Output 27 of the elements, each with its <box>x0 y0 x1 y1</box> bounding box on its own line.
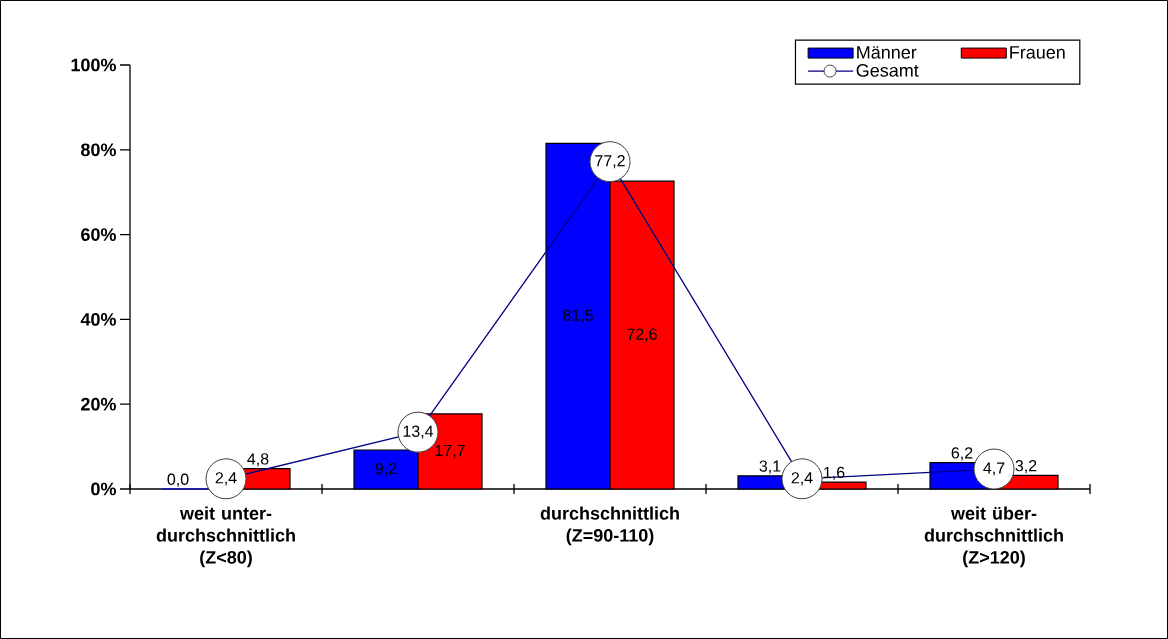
x-tick-label: weit über- durchschnittlich (Z>120) <box>924 506 1063 568</box>
data-label: 2,4 <box>791 472 813 486</box>
y-tick-label: 60% <box>81 228 116 241</box>
data-label: 2,4 <box>215 472 237 486</box>
legend-label: Männer <box>857 46 917 59</box>
data-label: 4,8 <box>247 453 269 467</box>
y-tick-label: 40% <box>80 313 116 326</box>
data-label: 17,7 <box>435 444 465 458</box>
data-label: 13,4 <box>403 425 434 439</box>
y-tick-label: 20% <box>81 397 116 411</box>
data-label: 9,2 <box>375 462 397 477</box>
data-label: 3,1 <box>759 460 781 474</box>
y-tick-label: 0% <box>91 482 116 496</box>
x-tick-label: durchschnittlich (Z=90-110) <box>540 506 679 546</box>
data-label: 77,2 <box>595 155 625 169</box>
data-label: 81,5 <box>563 309 593 323</box>
x-tick-label: weit unter- durchschnittlich (Z<80) <box>156 506 295 568</box>
legend-label: Frauen <box>1010 46 1065 59</box>
data-label: 0,0 <box>167 473 189 487</box>
legend-label: Gesamt <box>856 64 919 77</box>
data-label: 72,6 <box>627 328 657 342</box>
data-label: 3,2 <box>1015 460 1037 474</box>
y-tick-label: 80% <box>81 143 116 157</box>
data-label: 4,7 <box>983 462 1005 476</box>
y-tick-label: 100% <box>71 58 116 72</box>
data-label: 1,6 <box>824 466 845 480</box>
data-label: 6,2 <box>951 447 973 461</box>
